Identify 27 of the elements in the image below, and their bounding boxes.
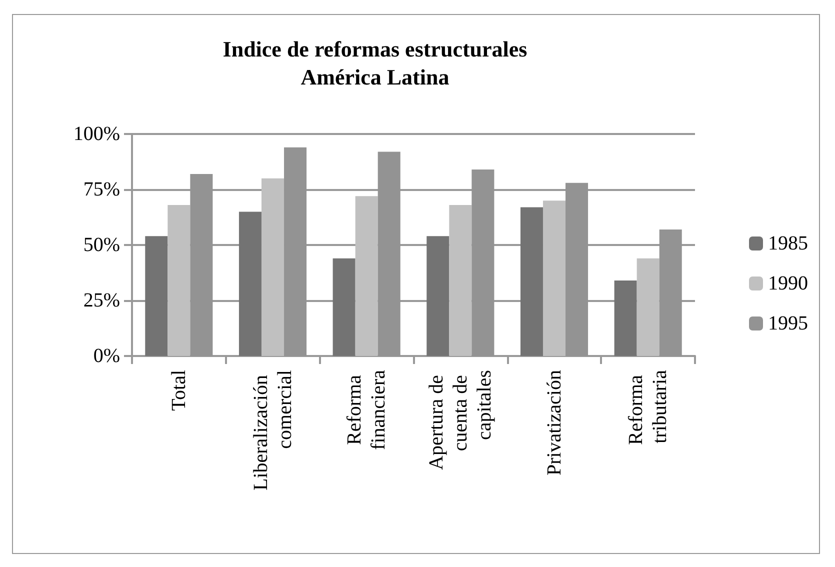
x-tick-label: Total — [168, 370, 190, 411]
y-tick-label: 100% — [73, 123, 120, 145]
y-tick-label: 0% — [93, 345, 120, 367]
y-tick-label: 75% — [83, 178, 120, 200]
bar — [168, 205, 190, 356]
x-tick-label: Liberalización comercial — [250, 370, 296, 490]
bar — [542, 200, 566, 356]
chart-title: Indice de reformas estructurales América Latina — [222, 36, 528, 90]
legend-label: 1995 — [768, 312, 808, 334]
bar — [261, 178, 284, 356]
bar — [636, 258, 660, 356]
bar — [426, 236, 450, 356]
x-tick-label: Privatización — [543, 370, 566, 476]
bar — [449, 205, 472, 356]
bar — [238, 212, 262, 356]
bar — [355, 196, 378, 356]
y-tick-label: 50% — [83, 234, 120, 256]
legend-label: 1985 — [768, 232, 808, 254]
bar — [145, 236, 168, 356]
x-tick-label: Reforma financiera — [344, 370, 390, 450]
bar — [614, 280, 637, 356]
bar — [520, 207, 543, 356]
x-tick-label: Apertura de cuenta de capitales — [425, 370, 496, 470]
legend-label: 1990 — [768, 272, 808, 294]
x-tick-label: Reforma tributaria — [625, 370, 672, 445]
bar — [332, 258, 356, 356]
y-tick-label: 25% — [83, 290, 120, 312]
